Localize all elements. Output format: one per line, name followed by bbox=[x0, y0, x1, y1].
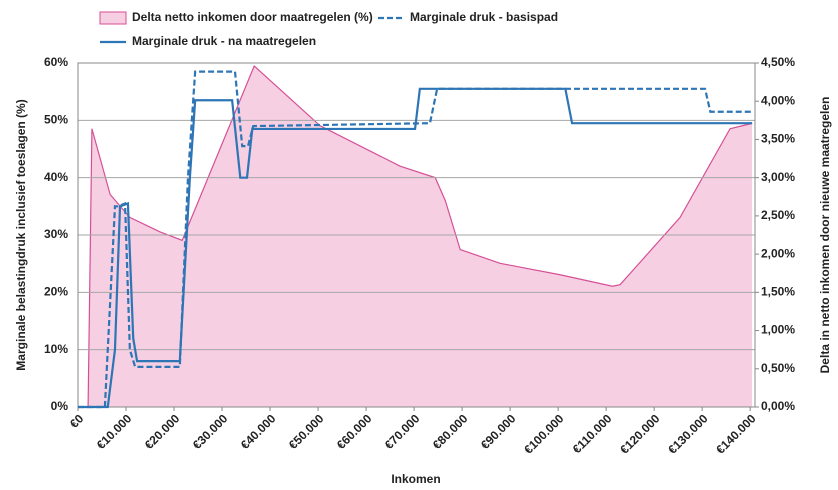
y2-tick-label: 1,00% bbox=[761, 323, 795, 337]
legend-label: Marginale druk - basispad bbox=[410, 10, 558, 24]
area-fill bbox=[88, 66, 753, 408]
y2-tick-label: 4,00% bbox=[761, 93, 795, 107]
legend-swatch bbox=[99, 11, 127, 25]
y2-tick-label: 1,50% bbox=[761, 285, 795, 299]
plot-frame bbox=[77, 62, 756, 408]
y2-axis-title: Delta in netto inkomen door nieuwe maatr… bbox=[818, 97, 832, 374]
y2-tick-label: 2,50% bbox=[761, 208, 795, 222]
y2-tick-label: 4,50% bbox=[761, 55, 795, 69]
x-tick-label: €10.000 bbox=[94, 411, 135, 452]
y-tick-label: 60% bbox=[44, 55, 68, 69]
x-tick-label: €0 bbox=[67, 411, 87, 431]
y-axis-title: Marginale belastingdruk inclusief toesla… bbox=[14, 99, 28, 370]
y2-tick-label: 2,00% bbox=[761, 246, 795, 260]
y-tick-label: 30% bbox=[44, 227, 68, 241]
y-tick-label: 0% bbox=[51, 399, 69, 413]
x-tick-label: €60.000 bbox=[334, 411, 375, 452]
legend-label: Marginale druk - na maatregelen bbox=[132, 34, 316, 48]
x-tick-label: €70.000 bbox=[382, 411, 423, 452]
legend-label: Delta netto inkomen door maatregelen (%) bbox=[132, 10, 373, 24]
x-tick-label: €90.000 bbox=[478, 411, 519, 452]
x-tick-label: €40.000 bbox=[238, 411, 279, 452]
x-tick-label: €140.000 bbox=[713, 411, 759, 457]
y2-tick-label: 0,00% bbox=[761, 399, 795, 413]
y-tick-label: 50% bbox=[44, 113, 68, 127]
y-tick-label: 10% bbox=[44, 342, 68, 356]
x-tick-label: €80.000 bbox=[430, 411, 471, 452]
x-tick-label: €20.000 bbox=[142, 411, 183, 452]
y-tick-label: 20% bbox=[44, 285, 68, 299]
x-tick-label: €120.000 bbox=[617, 411, 663, 457]
x-tick-label: €30.000 bbox=[190, 411, 231, 452]
x-tick-label: €130.000 bbox=[665, 411, 711, 457]
line-series bbox=[78, 87, 753, 409]
y2-tick-label: 0,50% bbox=[761, 361, 795, 375]
y2-tick-label: 3,00% bbox=[761, 170, 795, 184]
x-tick-label: €50.000 bbox=[286, 411, 327, 452]
x-axis-title: Inkomen bbox=[391, 472, 440, 486]
x-tick-label: €100.000 bbox=[521, 411, 567, 457]
y-tick-label: 40% bbox=[44, 170, 68, 184]
x-tick-label: €110.000 bbox=[570, 411, 615, 456]
y2-tick-label: 3,50% bbox=[761, 132, 795, 146]
